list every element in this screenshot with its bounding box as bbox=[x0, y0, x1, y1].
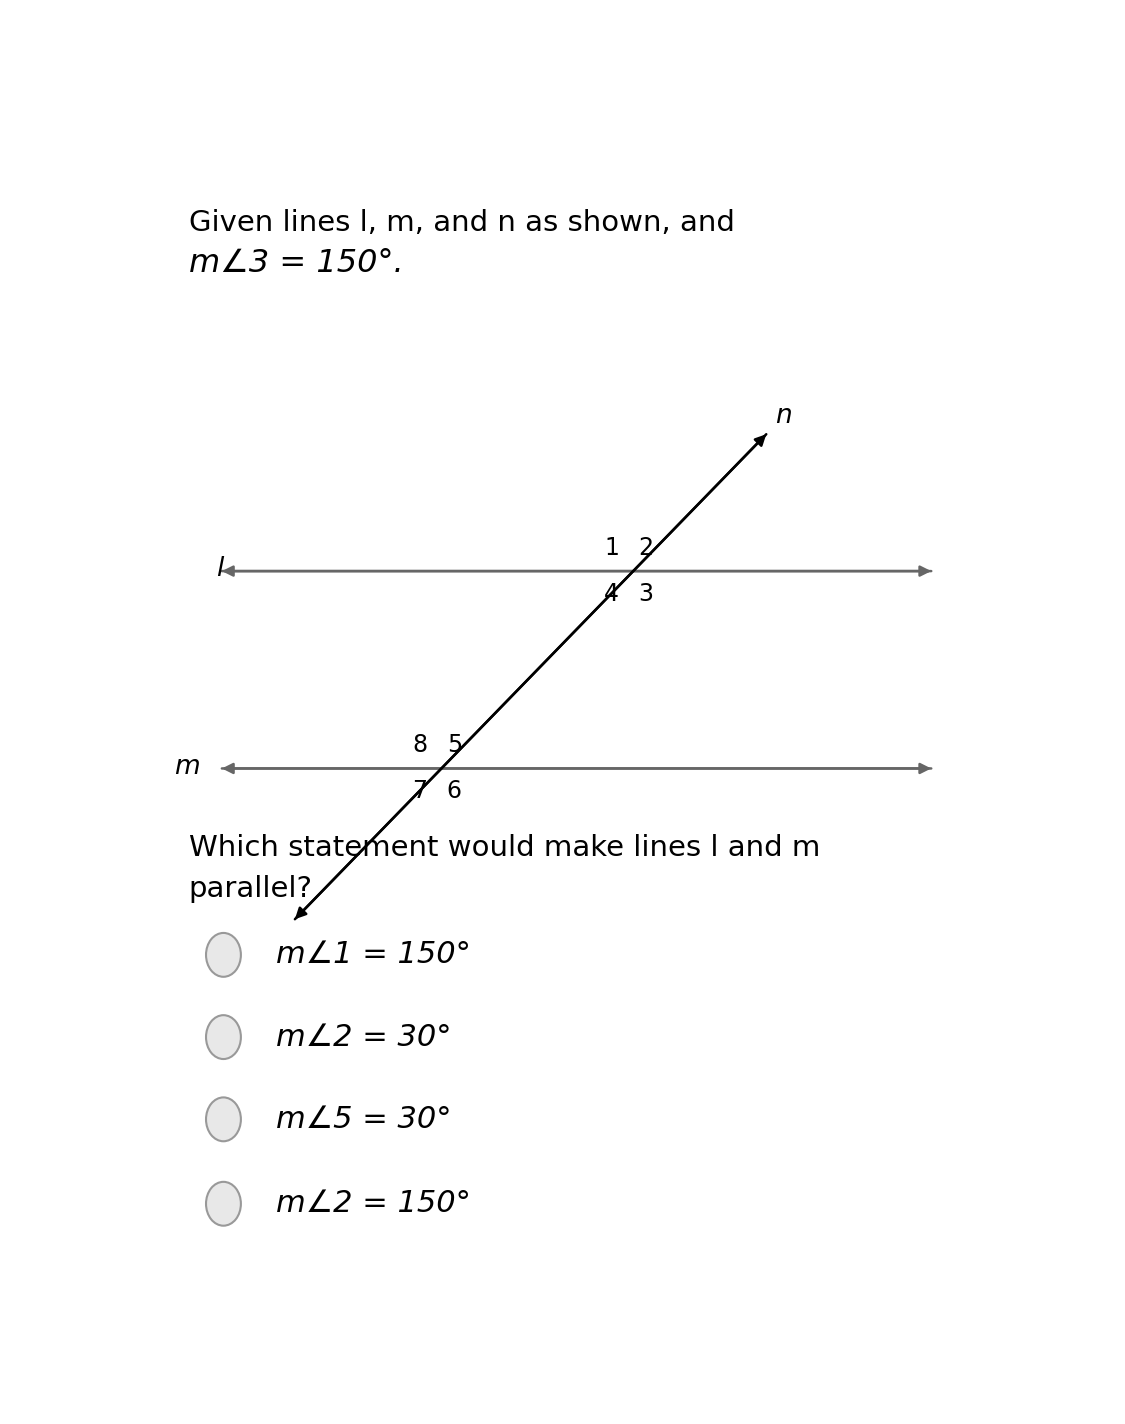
Text: m∠5 = 30°: m∠5 = 30° bbox=[276, 1105, 451, 1134]
Text: 3: 3 bbox=[639, 582, 654, 607]
Text: 2: 2 bbox=[639, 535, 654, 560]
Text: 4: 4 bbox=[604, 582, 619, 607]
Text: Which statement would make lines l and m
parallel?: Which statement would make lines l and m… bbox=[189, 834, 820, 903]
Circle shape bbox=[206, 933, 241, 977]
Text: 7: 7 bbox=[413, 779, 428, 803]
Text: 1: 1 bbox=[604, 535, 619, 560]
Text: m∠1 = 150°: m∠1 = 150° bbox=[276, 940, 470, 970]
Text: m∠3 = 150°.: m∠3 = 150°. bbox=[189, 248, 403, 279]
Text: l: l bbox=[216, 555, 224, 582]
Text: 8: 8 bbox=[413, 733, 428, 758]
Text: m∠2 = 30°: m∠2 = 30° bbox=[276, 1022, 451, 1051]
Text: n: n bbox=[775, 403, 792, 429]
Circle shape bbox=[206, 1015, 241, 1059]
Text: 6: 6 bbox=[447, 779, 461, 803]
Text: m∠2 = 150°: m∠2 = 150° bbox=[276, 1189, 470, 1219]
Text: m: m bbox=[174, 755, 200, 780]
Text: 5: 5 bbox=[447, 733, 462, 758]
Circle shape bbox=[206, 1098, 241, 1141]
Text: Given lines l, m, and n as shown, and: Given lines l, m, and n as shown, and bbox=[189, 209, 735, 238]
Circle shape bbox=[206, 1182, 241, 1226]
